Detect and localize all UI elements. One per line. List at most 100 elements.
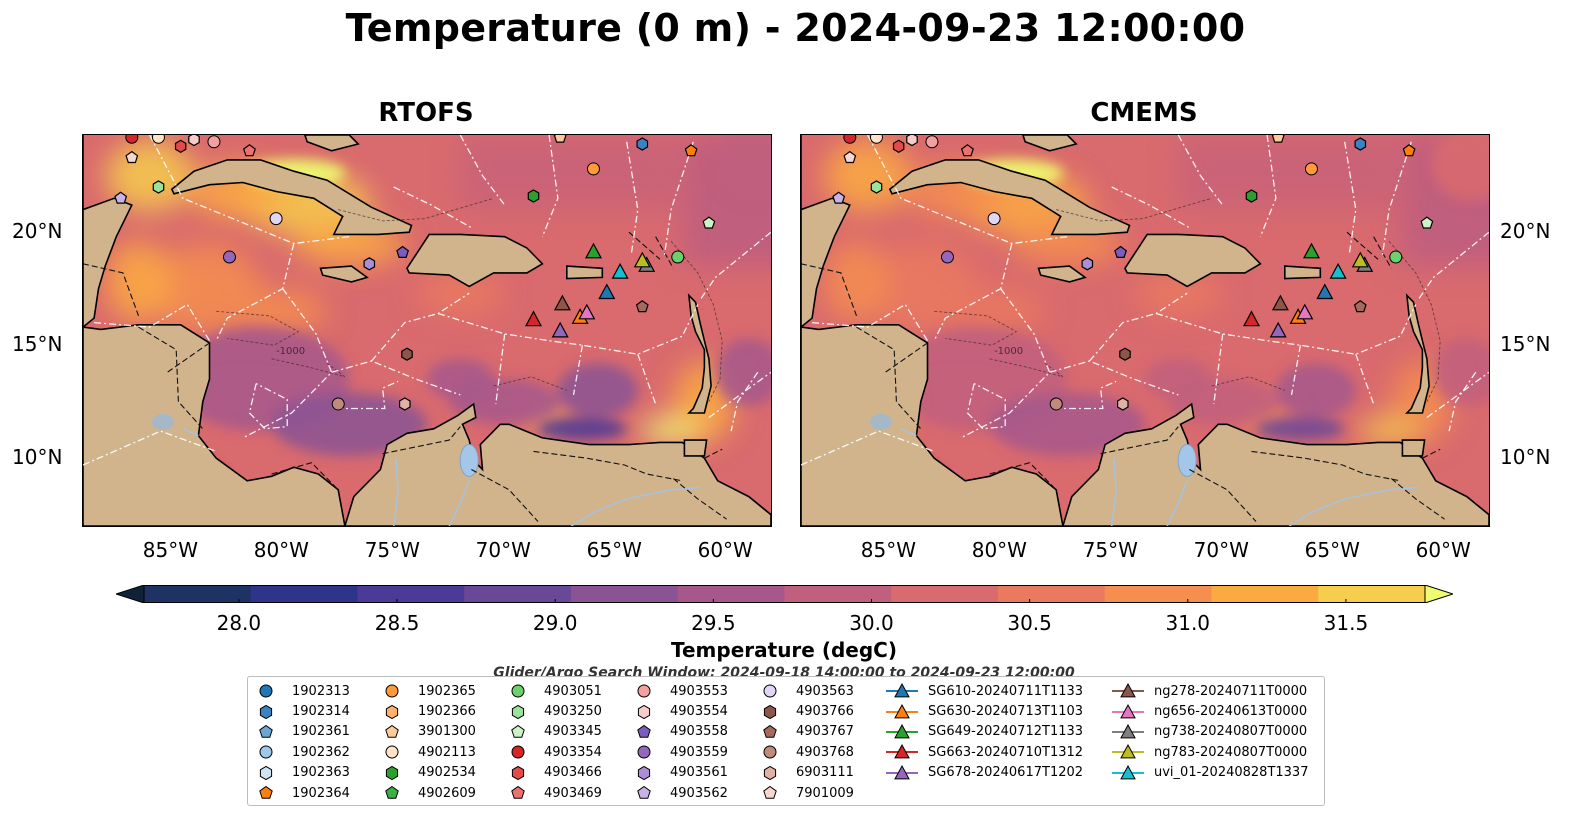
- argo-float-marker[interactable]: [1389, 250, 1403, 264]
- argo-float-marker[interactable]: [114, 191, 128, 204]
- glider-marker[interactable]: [633, 251, 651, 268]
- argo-float-marker[interactable]: [1081, 257, 1094, 271]
- argo-float-marker[interactable]: [843, 150, 857, 164]
- argo-float-marker[interactable]: [1402, 144, 1416, 157]
- glider-marker[interactable]: [598, 283, 616, 300]
- glider-marker[interactable]: [584, 242, 603, 259]
- glider-marker[interactable]: [553, 294, 571, 311]
- glider-marker[interactable]: [1242, 310, 1261, 327]
- colorbar-tick-label: 28.0: [216, 611, 262, 635]
- argo-float-marker[interactable]: [987, 212, 1001, 226]
- legend-entry: SG610-20240711T1133: [886, 681, 1083, 701]
- colorbar-tick-label: 30.5: [1007, 611, 1052, 635]
- glider-marker[interactable]: [1269, 321, 1287, 338]
- argo-float-marker[interactable]: [869, 135, 883, 144]
- legend-marker-icon: [886, 683, 918, 698]
- legend-marker-icon: [1112, 683, 1144, 698]
- glider-marker[interactable]: [1329, 262, 1347, 279]
- argo-float-marker[interactable]: [399, 397, 411, 411]
- argo-float-marker[interactable]: [401, 347, 413, 361]
- argo-float-marker[interactable]: [906, 135, 918, 147]
- argo-float-marker[interactable]: [207, 135, 221, 149]
- legend-marker-icon: [637, 704, 651, 719]
- argo-float-marker[interactable]: [363, 257, 376, 271]
- land-bahamas1: [1022, 135, 1078, 152]
- argo-float-marker[interactable]: [832, 191, 846, 204]
- argo-float-marker[interactable]: [1304, 162, 1318, 176]
- legend-entry-label: 4903466: [544, 765, 602, 781]
- argo-float-marker[interactable]: [1353, 300, 1367, 313]
- legend-entry: uvi_01-20240828T1337: [1112, 763, 1308, 783]
- argo-float-marker[interactable]: [125, 150, 139, 164]
- cmems-map[interactable]: -1000: [800, 134, 1490, 527]
- land-hispaniola: [1124, 233, 1262, 288]
- argo-float-marker[interactable]: [553, 135, 567, 143]
- argo-float-marker[interactable]: [1420, 216, 1434, 229]
- argo-float-marker[interactable]: [188, 135, 200, 147]
- argo-float-marker[interactable]: [1114, 245, 1128, 259]
- lat-tick-label-left: 15°N: [12, 332, 63, 357]
- glider-marker[interactable]: [1302, 242, 1321, 259]
- glider-marker[interactable]: [611, 262, 629, 279]
- argo-float-marker[interactable]: [331, 397, 345, 411]
- legend-entry: ng738-20240807T0000: [1112, 722, 1308, 742]
- legend-entry: 1902362: [258, 742, 350, 762]
- argo-float-marker[interactable]: [684, 144, 698, 157]
- legend-marker-icon: [385, 786, 399, 799]
- glider-marker[interactable]: [1296, 303, 1314, 320]
- argo-float-marker[interactable]: [527, 189, 540, 203]
- argo-float-marker[interactable]: [925, 135, 939, 149]
- argo-float-marker[interactable]: [1119, 347, 1131, 361]
- argo-float-marker[interactable]: [174, 139, 187, 153]
- glider-marker[interactable]: [1316, 283, 1334, 300]
- argo-float-marker[interactable]: [242, 144, 256, 157]
- argo-float-marker[interactable]: [636, 137, 649, 151]
- argo-float-marker[interactable]: [960, 144, 974, 157]
- eez-boundaries: [801, 231, 1445, 522]
- legend-column: ng278-20240711T0000 ng656-20240613T0000 ng…: [1112, 681, 1308, 783]
- gliders: [524, 242, 656, 338]
- argo-float-marker[interactable]: [1245, 189, 1258, 203]
- legend-marker-icon: [1112, 744, 1144, 759]
- land-centralam: [801, 324, 1064, 526]
- argo-float-marker[interactable]: [586, 162, 600, 176]
- legend-marker-icon: [637, 745, 651, 759]
- glider-marker[interactable]: [551, 321, 569, 338]
- argo-float-marker[interactable]: [1271, 135, 1285, 143]
- argo-float-marker[interactable]: [671, 250, 685, 264]
- argo-float-marker[interactable]: [1354, 137, 1367, 151]
- argo-float-marker[interactable]: [222, 250, 236, 264]
- argo-float-marker[interactable]: [1117, 397, 1129, 411]
- argo-float-marker[interactable]: [702, 216, 716, 229]
- colorbar-tick-label: 29.5: [691, 611, 736, 635]
- argo-float-marker[interactable]: [396, 245, 410, 259]
- argo-float-marker[interactable]: [151, 135, 165, 144]
- legend-entry-label: ng278-20240711T0000: [1154, 683, 1308, 699]
- argo-float-marker[interactable]: [152, 180, 165, 194]
- legend-marker-icon: [259, 745, 273, 759]
- argo-float-marker[interactable]: [843, 135, 857, 144]
- legend-marker-icon: [886, 723, 918, 739]
- argo-float-marker[interactable]: [125, 135, 139, 144]
- land-lessant: [1404, 293, 1430, 414]
- lon-tick-label: 70°W: [1193, 538, 1249, 562]
- argo-float-marker[interactable]: [892, 139, 905, 153]
- argo-float-marker[interactable]: [269, 212, 283, 226]
- legend-entry-label: SG649-20240712T1133: [928, 724, 1084, 740]
- legend-marker-icon: [637, 724, 651, 738]
- legend-marker-icon: [259, 786, 273, 799]
- land-hispaniola: [406, 233, 544, 288]
- colorbar-tick-label: 29.0: [532, 611, 578, 635]
- rtofs-map[interactable]: -1000: [82, 134, 772, 527]
- glider-marker[interactable]: [524, 310, 543, 327]
- argo-float-marker[interactable]: [1049, 397, 1063, 411]
- argo-float-marker[interactable]: [940, 250, 954, 264]
- glider-marker[interactable]: [578, 303, 596, 320]
- argo-float-marker[interactable]: [635, 300, 649, 313]
- colorbar-band: [357, 585, 465, 603]
- glider-marker[interactable]: [1351, 251, 1369, 268]
- legend-entry: 4903354: [510, 742, 602, 762]
- lat-tick-label-right: 15°N: [1500, 332, 1551, 357]
- glider-marker[interactable]: [1271, 294, 1289, 311]
- argo-float-marker[interactable]: [870, 180, 883, 194]
